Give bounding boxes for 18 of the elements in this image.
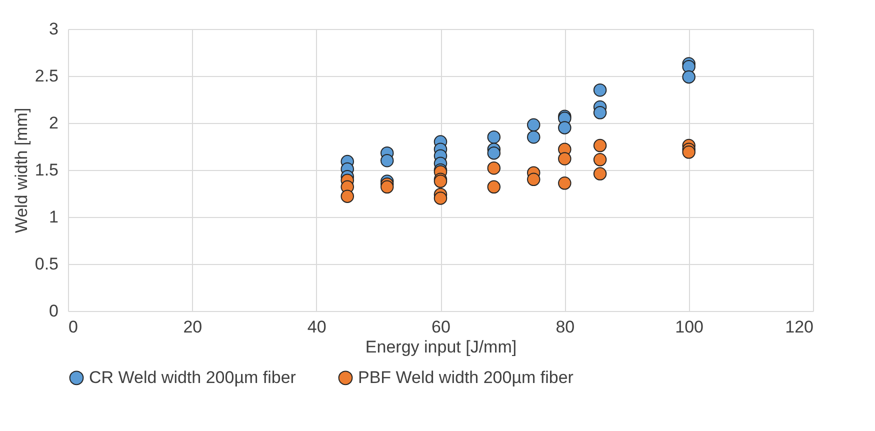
y-axis-title: Weld width [mm]	[12, 108, 31, 234]
y-tick-label: 2	[49, 114, 58, 132]
x-tick-label: 80	[556, 318, 575, 336]
y-tick-label: 1	[49, 208, 58, 226]
x-tick-label: 20	[183, 318, 202, 336]
x-axis-title: Energy input [J/mm]	[365, 338, 517, 356]
x-tick-label: 0	[68, 318, 78, 336]
legend-label: PBF Weld width 200µm fiber	[358, 368, 574, 387]
legend-label: CR Weld width 200µm fiber	[89, 368, 296, 387]
y-tick-label: 2.5	[34, 66, 58, 86]
y-tick-label: 3	[49, 20, 58, 38]
y-tick-label: 0	[49, 302, 58, 320]
x-tick-label: 100	[675, 318, 704, 336]
x-tick-label: 40	[307, 318, 326, 336]
y-tick-label: 0.5	[34, 254, 58, 274]
x-tick-label: 60	[432, 318, 450, 336]
y-tick-label: 1.5	[34, 160, 58, 180]
x-tick-label: 120	[785, 318, 814, 336]
